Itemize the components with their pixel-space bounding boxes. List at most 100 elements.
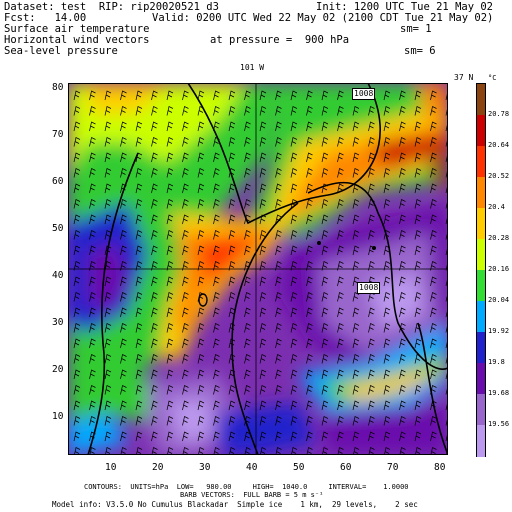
wind-barb [89,446,96,455]
wind-barb [430,198,437,209]
wind-barb [414,121,422,132]
wind-barb [182,229,189,240]
wind-barb [399,121,406,132]
wind-barb [337,121,344,132]
wind-barb [135,307,143,318]
wind-barb [151,322,158,333]
x-tick: 60 [340,462,352,473]
wind-barb [151,121,158,132]
colorbar-label: 19.56 [488,420,510,428]
wind-barb [73,167,81,178]
wind-barb [120,183,127,194]
wind-barb [337,446,344,455]
wind-barb [383,322,391,333]
wind-barb [182,152,189,163]
wind-barb [352,245,360,256]
wind-barb [352,415,360,426]
wind-barb [182,90,189,101]
wind-barb [213,121,220,132]
wind-barb [290,198,298,209]
x-tick: 20 [152,462,164,473]
wind-barb [182,121,189,132]
wind-barb [151,446,158,455]
pressure-level: at pressure = 900 hPa [210,34,350,46]
wind-barb [197,291,205,302]
wind-barb [73,183,81,194]
wind-barb [259,322,267,333]
wind-barb [306,291,313,302]
wind-barb [104,307,112,318]
wind-barb [337,105,344,116]
wind-barb [290,90,298,101]
wind-barb [151,198,158,209]
wind-barb [151,229,158,240]
wind-barb [290,121,298,132]
wind-barb [399,384,406,395]
wind-barb [290,431,298,442]
wind-barb [368,415,375,426]
colorbar-unit: °C [488,74,497,82]
wind-barb [290,307,298,318]
wind-barb [399,90,406,101]
wind-barb [383,198,391,209]
wind-barb [166,136,174,147]
wind-barb [120,291,127,302]
wind-barb [135,152,143,163]
wind-barb [213,136,220,147]
wind-barb [151,245,158,256]
wind-barb [306,245,313,256]
wind-barb [368,338,375,349]
wind-barb [306,167,313,178]
wind-barb [337,198,344,209]
colorbar-segment [477,146,485,178]
wind-barb [120,152,127,163]
wind-barb [383,431,391,442]
wind-barb [414,245,422,256]
wind-barb [368,214,375,225]
wind-barb [399,353,406,364]
wind-barb [306,338,313,349]
wind-barb [213,446,220,455]
x-tick: 30 [199,462,211,473]
wind-barb [352,322,360,333]
wind-barb [368,431,375,442]
wind-barb [166,353,174,364]
wind-barb [383,183,391,194]
wind-barb [430,152,437,163]
wind-barb [135,446,143,455]
colorbar-segment [477,208,485,240]
wind-barb [104,384,112,395]
wind-barb [244,183,251,194]
wind-barb [120,400,127,411]
wind-barb [244,338,251,349]
wind-barb [244,198,251,209]
wind-barb [244,105,251,116]
wind-barb [166,291,174,302]
wind-barb [259,400,267,411]
wind-barb [259,229,267,240]
wind-barb [166,198,174,209]
x-tick: 80 [434,462,446,473]
wind-barb [182,105,189,116]
wind-barb [290,446,298,455]
x-tick: 70 [387,462,399,473]
colorbar-segment [477,394,485,426]
wind-barb [135,214,143,225]
wind-barb [414,167,422,178]
wind-barb [213,338,220,349]
wind-barb [89,369,96,380]
wind-barb [244,276,251,287]
wind-barb [306,152,313,163]
wind-barb [166,446,174,455]
wind-barb [275,415,282,426]
wind-barb [352,369,360,380]
wind-barb [290,260,298,271]
colorbar-label: 19.68 [488,389,510,397]
wind-barb [383,446,391,455]
wind-barb [275,214,282,225]
wind-barb [414,229,422,240]
wind-barb [228,121,236,132]
wind-barb [151,183,158,194]
wind-barb [337,276,344,287]
wind-barb [306,260,313,271]
